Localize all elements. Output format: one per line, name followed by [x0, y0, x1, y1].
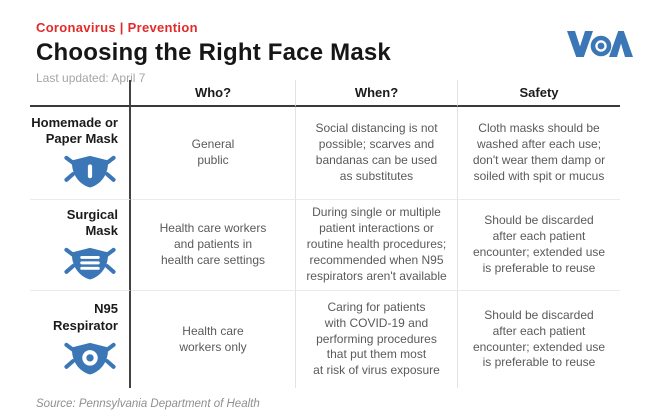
surgical-mask-icon [64, 248, 116, 280]
voa-logo-icon [567, 31, 633, 57]
category-kicker: Coronavirus | Prevention [36, 20, 198, 35]
cell-surgical-safety: Should be discarded after each patient e… [457, 200, 620, 291]
cell-text: Health care workers and patients in heal… [159, 221, 267, 267]
last-updated-text: Last updated: April 7 [36, 71, 146, 85]
column-header-when: When? [295, 80, 457, 107]
cell-surgical-who: Health care workers and patients in heal… [131, 200, 295, 291]
source-attribution: Source: Pennsylvania Department of Healt… [36, 398, 260, 410]
mask-comparison-table: Who? When? Safety Homemade or Paper Mask… [30, 80, 620, 388]
n95-respirator-icon [64, 342, 116, 375]
row-header-n95-respirator: N95 Respirator [30, 291, 131, 388]
cell-n95-when: Caring for patients with COVID-19 and pe… [295, 291, 457, 388]
row-label: N95 Respirator [52, 301, 118, 333]
column-header-safety: Safety [457, 80, 620, 107]
column-header-who: Who? [131, 80, 295, 107]
cell-text: Should be discarded after each patient e… [472, 213, 606, 275]
cell-n95-who: Health care workers only [131, 291, 295, 388]
cell-text: General public [191, 137, 235, 167]
row-label: Surgical Mask [66, 206, 118, 238]
row-label: Homemade or Paper Mask [31, 114, 118, 146]
cell-text: Should be discarded after each patient e… [472, 307, 606, 370]
cell-text: Social distancing is not possible; scarv… [315, 121, 438, 183]
cell-surgical-when: During single or multiple patient intera… [295, 200, 457, 291]
cell-text: Health care workers only [179, 323, 247, 354]
page-title: Choosing the Right Face Mask [36, 39, 391, 66]
page-header: Coronavirus | Prevention Choosing the Ri… [36, 20, 391, 85]
cell-text: During single or multiple patient intera… [306, 205, 447, 283]
column-header-blank [30, 80, 131, 107]
row-header-surgical-mask: Surgical Mask [30, 200, 131, 291]
cell-text: Caring for patients with COVID-19 and pe… [313, 299, 440, 378]
homemade-paper-mask-icon [64, 156, 116, 188]
cell-text: Cloth masks should be washed after each … [472, 121, 606, 183]
row-header-homemade-paper-mask: Homemade or Paper Mask [30, 107, 131, 200]
cell-homemade-when: Social distancing is not possible; scarv… [295, 107, 457, 200]
cell-homemade-safety: Cloth masks should be washed after each … [457, 107, 620, 200]
cell-n95-safety: Should be discarded after each patient e… [457, 291, 620, 388]
cell-homemade-who: General public [131, 107, 295, 200]
